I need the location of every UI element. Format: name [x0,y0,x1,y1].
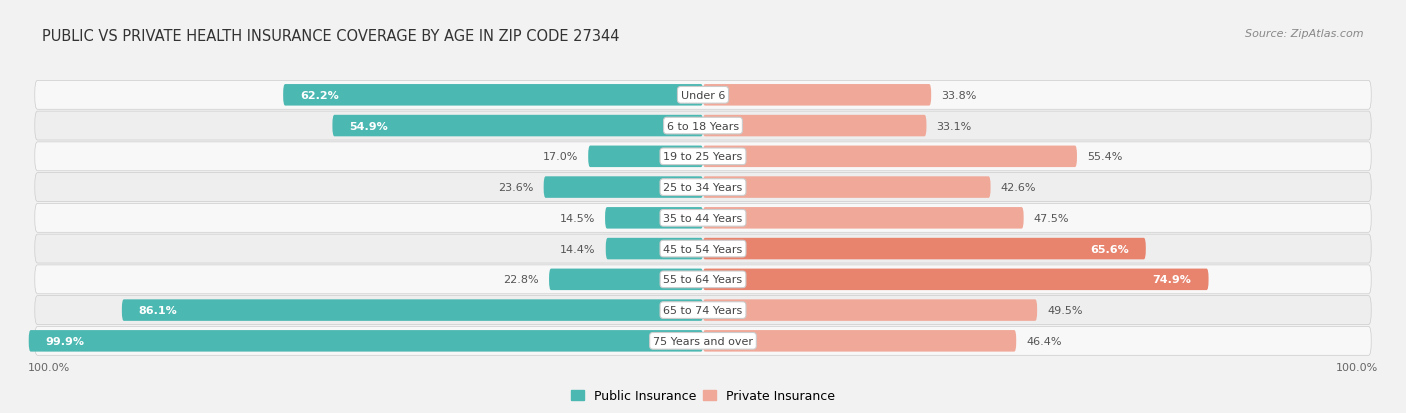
Text: Source: ZipAtlas.com: Source: ZipAtlas.com [1246,29,1364,39]
FancyBboxPatch shape [35,327,1371,356]
Text: 65 to 74 Years: 65 to 74 Years [664,305,742,316]
Text: 46.4%: 46.4% [1026,336,1062,346]
Text: 75 Years and over: 75 Years and over [652,336,754,346]
Text: 35 to 44 Years: 35 to 44 Years [664,213,742,223]
Text: 33.8%: 33.8% [941,90,977,101]
Text: 14.4%: 14.4% [560,244,596,254]
FancyBboxPatch shape [35,265,1371,294]
Text: 100.0%: 100.0% [1336,362,1378,372]
FancyBboxPatch shape [606,238,703,260]
Text: 22.8%: 22.8% [503,275,538,285]
FancyBboxPatch shape [35,204,1371,233]
Text: 19 to 25 Years: 19 to 25 Years [664,152,742,162]
Text: 33.1%: 33.1% [936,121,972,131]
Text: 55 to 64 Years: 55 to 64 Years [664,275,742,285]
FancyBboxPatch shape [283,85,703,106]
FancyBboxPatch shape [703,177,991,198]
FancyBboxPatch shape [605,208,703,229]
Text: PUBLIC VS PRIVATE HEALTH INSURANCE COVERAGE BY AGE IN ZIP CODE 27344: PUBLIC VS PRIVATE HEALTH INSURANCE COVER… [42,29,620,44]
FancyBboxPatch shape [122,299,703,321]
Text: 45 to 54 Years: 45 to 54 Years [664,244,742,254]
Text: 49.5%: 49.5% [1047,305,1083,316]
FancyBboxPatch shape [35,296,1371,325]
Text: 6 to 18 Years: 6 to 18 Years [666,121,740,131]
FancyBboxPatch shape [35,142,1371,171]
Legend: Public Insurance, Private Insurance: Public Insurance, Private Insurance [567,385,839,407]
FancyBboxPatch shape [703,116,927,137]
Text: 17.0%: 17.0% [543,152,578,162]
FancyBboxPatch shape [588,146,703,168]
FancyBboxPatch shape [703,208,1024,229]
FancyBboxPatch shape [550,269,703,290]
Text: 54.9%: 54.9% [349,121,388,131]
Text: 100.0%: 100.0% [28,362,70,372]
FancyBboxPatch shape [332,116,703,137]
FancyBboxPatch shape [703,330,1017,352]
FancyBboxPatch shape [544,177,703,198]
FancyBboxPatch shape [35,235,1371,263]
Text: 62.2%: 62.2% [299,90,339,101]
FancyBboxPatch shape [703,85,931,106]
FancyBboxPatch shape [703,269,1209,290]
FancyBboxPatch shape [35,112,1371,141]
Text: 25 to 34 Years: 25 to 34 Years [664,183,742,192]
FancyBboxPatch shape [703,146,1077,168]
FancyBboxPatch shape [35,81,1371,110]
Text: 86.1%: 86.1% [139,305,177,316]
Text: Under 6: Under 6 [681,90,725,101]
FancyBboxPatch shape [28,330,703,352]
Text: 65.6%: 65.6% [1090,244,1129,254]
Text: 99.9%: 99.9% [45,336,84,346]
Text: 55.4%: 55.4% [1087,152,1122,162]
FancyBboxPatch shape [35,173,1371,202]
FancyBboxPatch shape [703,299,1038,321]
Text: 74.9%: 74.9% [1153,275,1192,285]
Text: 42.6%: 42.6% [1001,183,1036,192]
Text: 14.5%: 14.5% [560,213,595,223]
Text: 23.6%: 23.6% [498,183,534,192]
Text: 47.5%: 47.5% [1033,213,1069,223]
FancyBboxPatch shape [703,238,1146,260]
